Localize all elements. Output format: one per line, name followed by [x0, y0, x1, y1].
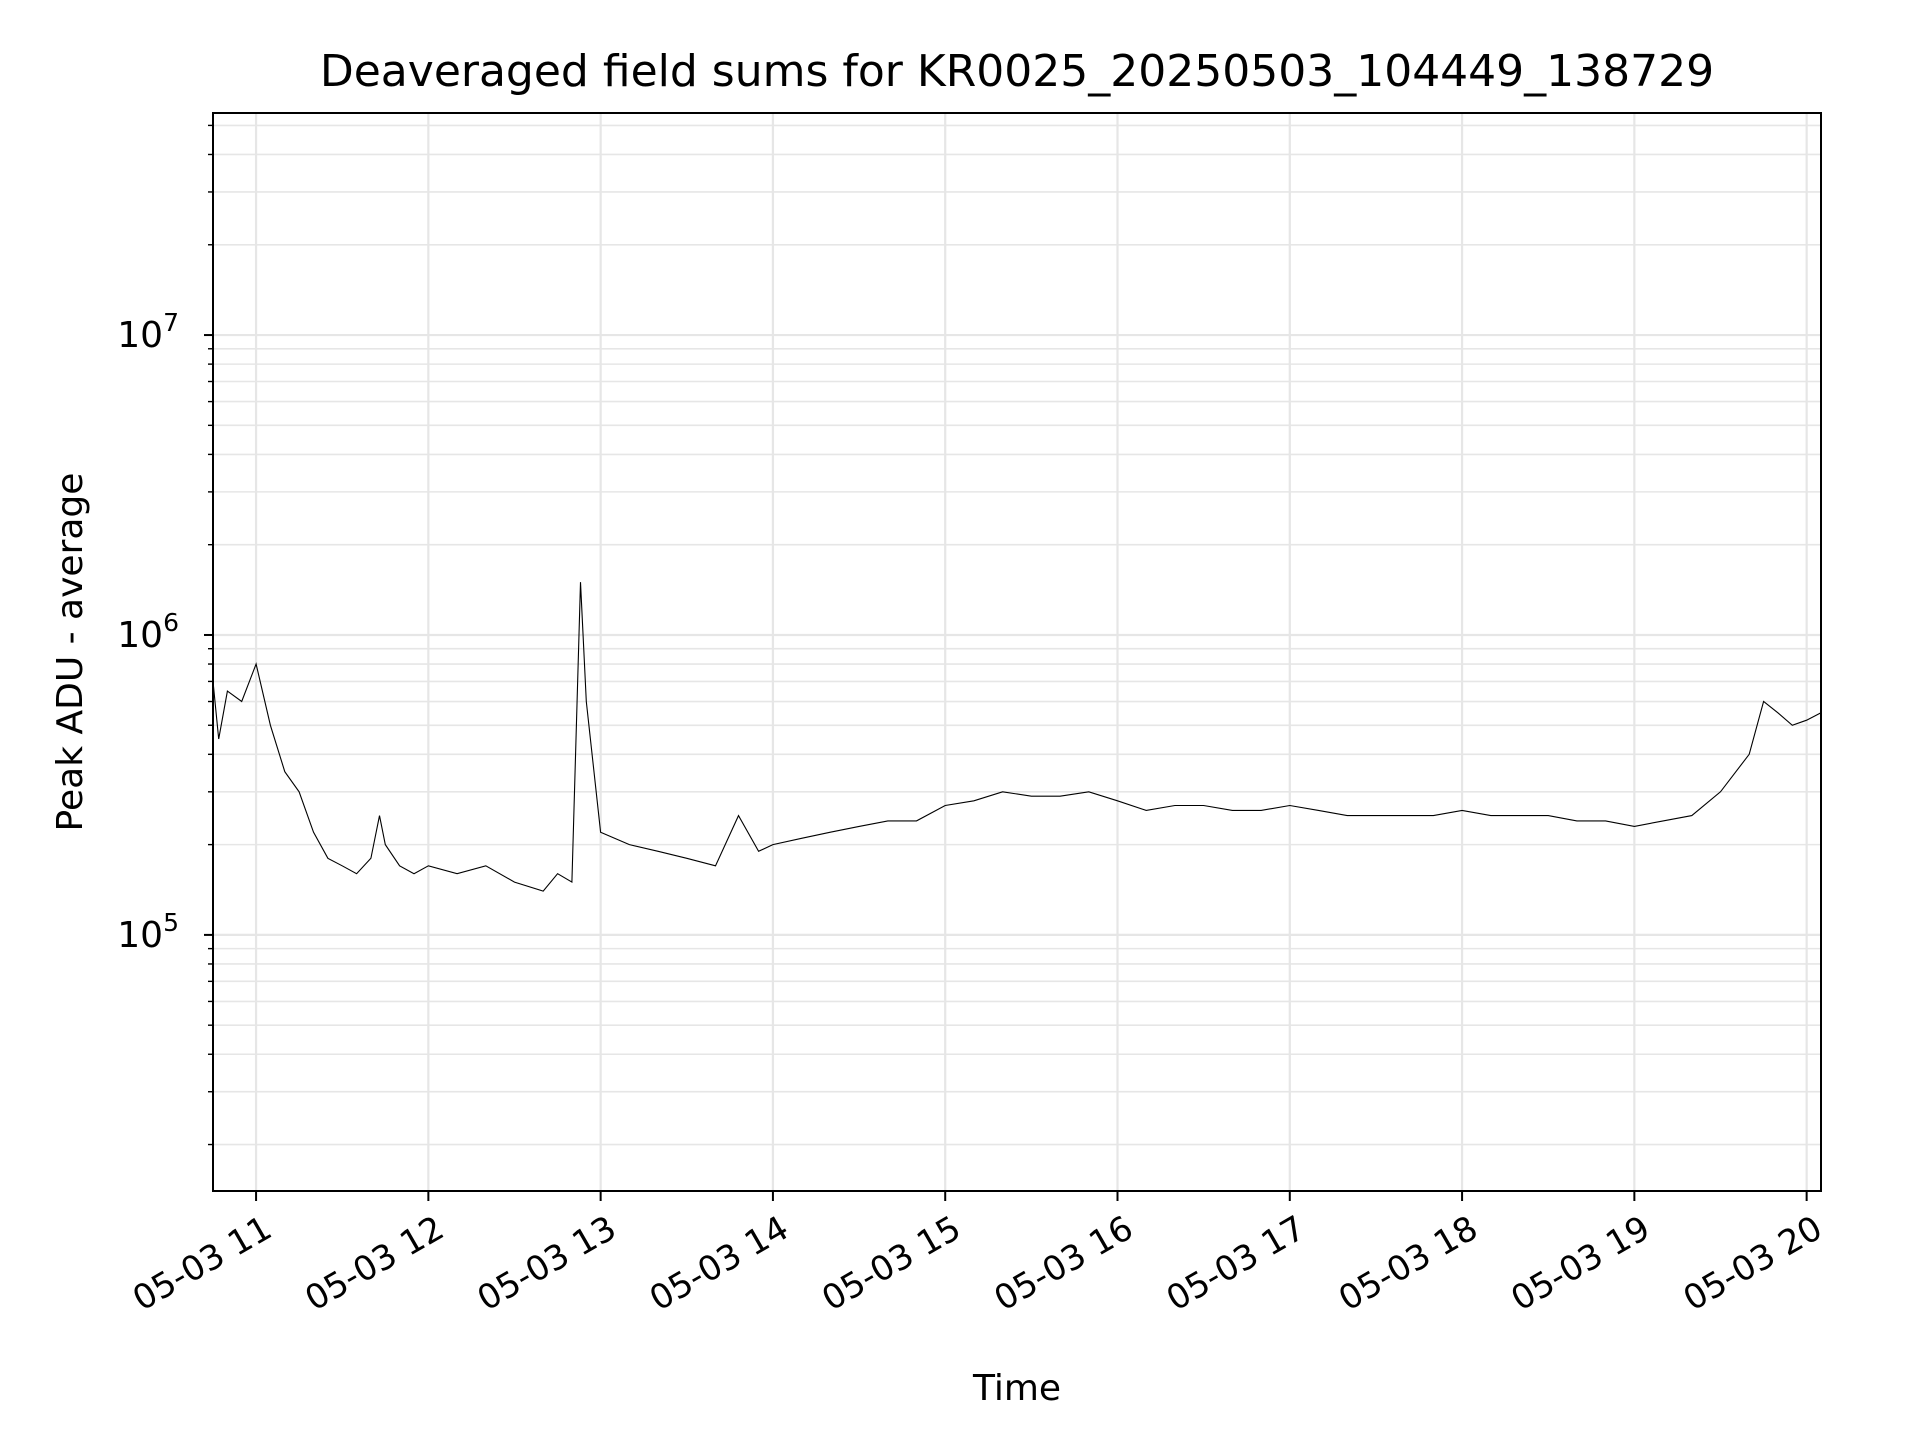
series-line	[213, 582, 1821, 892]
x-axis-label: Time	[972, 1368, 1061, 1409]
y-tick-label: 105	[117, 908, 179, 956]
chart-title: Deaveraged field sums for KR0025_2025050…	[320, 46, 1714, 97]
y-tick-label: 106	[117, 608, 179, 656]
y-axis-label: Peak ADU - average	[50, 473, 91, 832]
grid	[213, 113, 1821, 1191]
y-tick-label: 107	[117, 308, 179, 356]
plot-frame	[212, 112, 1822, 1192]
plot-clip-group	[213, 582, 1821, 892]
y-axis-ticks: 105 106 107	[117, 124, 213, 1146]
